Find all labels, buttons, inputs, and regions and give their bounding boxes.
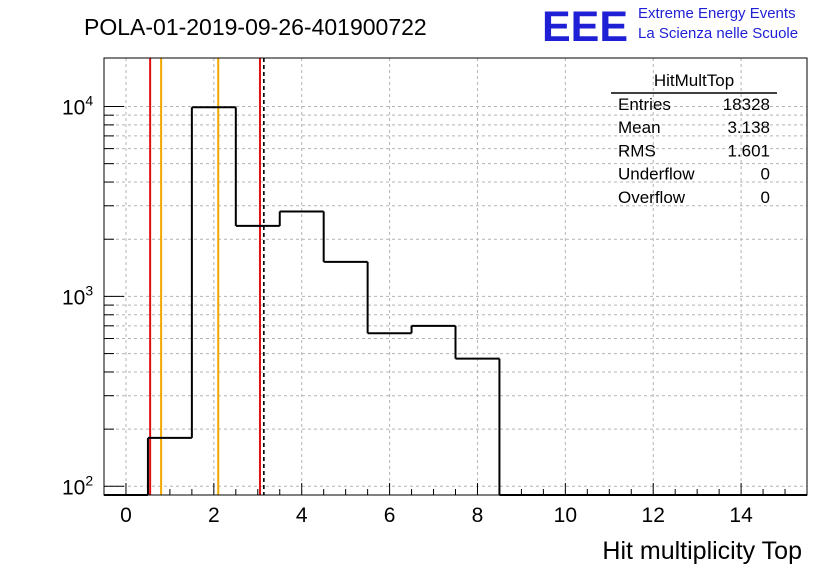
y-tick-label: 102 (62, 472, 93, 499)
stats-value: 0 (761, 188, 770, 207)
x-tick-label: 6 (384, 504, 396, 527)
x-tick-label: 0 (120, 504, 132, 527)
tick-labels: 0 2 4 6 8 10 12 14 102 103 104 (62, 92, 753, 527)
stats-label: Overflow (618, 188, 686, 207)
stats-rows: Entries 18328 Mean 3.138 RMS 1.601 Underflow 0 O… (618, 95, 770, 207)
axis-ticks (104, 105, 808, 496)
x-axis-label: Hit multiplicity Top (602, 537, 802, 565)
stats-value: 0 (761, 165, 770, 184)
histogram (104, 106, 807, 496)
eee-logo-line1: Extreme Energy Events (638, 5, 796, 22)
stats-title: HitMultTop (654, 71, 734, 90)
stats-label: Underflow (618, 165, 695, 184)
x-tick-label: 10 (554, 504, 577, 527)
eee-logo-line2: La Scienza nelle Scuole (638, 25, 798, 42)
stats-label: Mean (618, 118, 661, 137)
stats-label: Entries (618, 95, 671, 114)
x-tick-label: 12 (642, 504, 665, 527)
grid (104, 58, 807, 496)
stats-value: 3.138 (727, 118, 770, 137)
x-tick-label: 14 (729, 504, 753, 527)
eee-logo-letters: EEE (542, 3, 628, 51)
x-tick-label: 4 (296, 504, 308, 527)
x-tick-label: 8 (472, 504, 484, 527)
stats-box: HitMultTop Entries 18328 Mean 3.138 RMS 1.601… (611, 71, 777, 207)
y-tick-label: 103 (62, 282, 93, 309)
plot-frame (103, 57, 808, 496)
stats-value: 18328 (723, 95, 770, 114)
eee-logo: EEE Extreme Energy Events La Scienza nel… (542, 3, 798, 51)
reference-lines (149, 58, 265, 495)
plot-title: POLA-01-2019-09-26-401900722 (84, 14, 427, 40)
stats-label: RMS (618, 141, 656, 160)
y-tick-label: 104 (62, 92, 93, 119)
stats-value: 1.601 (727, 141, 770, 160)
x-tick-label: 2 (208, 504, 220, 527)
